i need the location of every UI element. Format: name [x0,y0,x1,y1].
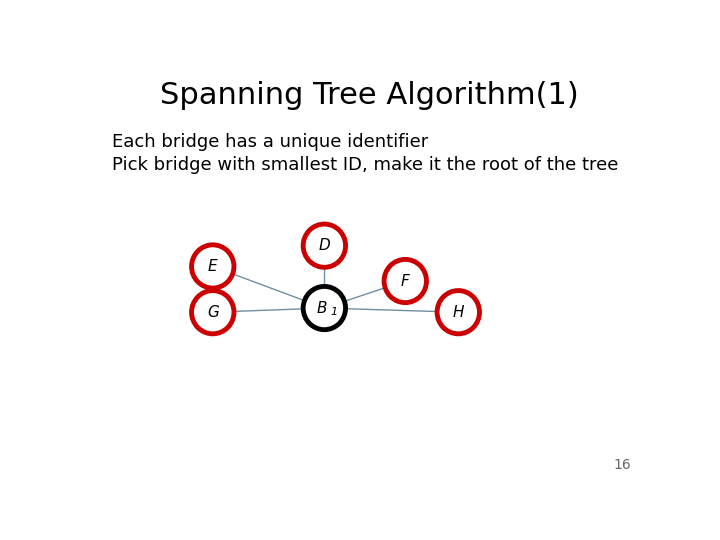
Text: Each bridge has a unique identifier: Each bridge has a unique identifier [112,133,428,151]
Text: Spanning Tree Algorithm(1): Spanning Tree Algorithm(1) [160,82,578,111]
Text: D: D [318,238,330,253]
Text: B: B [316,301,327,315]
Text: 1: 1 [330,307,338,317]
Ellipse shape [192,245,234,288]
Text: Pick bridge with smallest ID, make it the root of the tree: Pick bridge with smallest ID, make it th… [112,156,618,174]
Text: 16: 16 [613,458,631,472]
Ellipse shape [192,291,234,334]
Ellipse shape [437,291,480,334]
Text: G: G [207,305,219,320]
Ellipse shape [384,259,426,302]
Text: H: H [453,305,464,320]
Text: F: F [401,274,410,288]
Ellipse shape [303,224,346,267]
Text: E: E [208,259,217,274]
Ellipse shape [303,286,346,329]
